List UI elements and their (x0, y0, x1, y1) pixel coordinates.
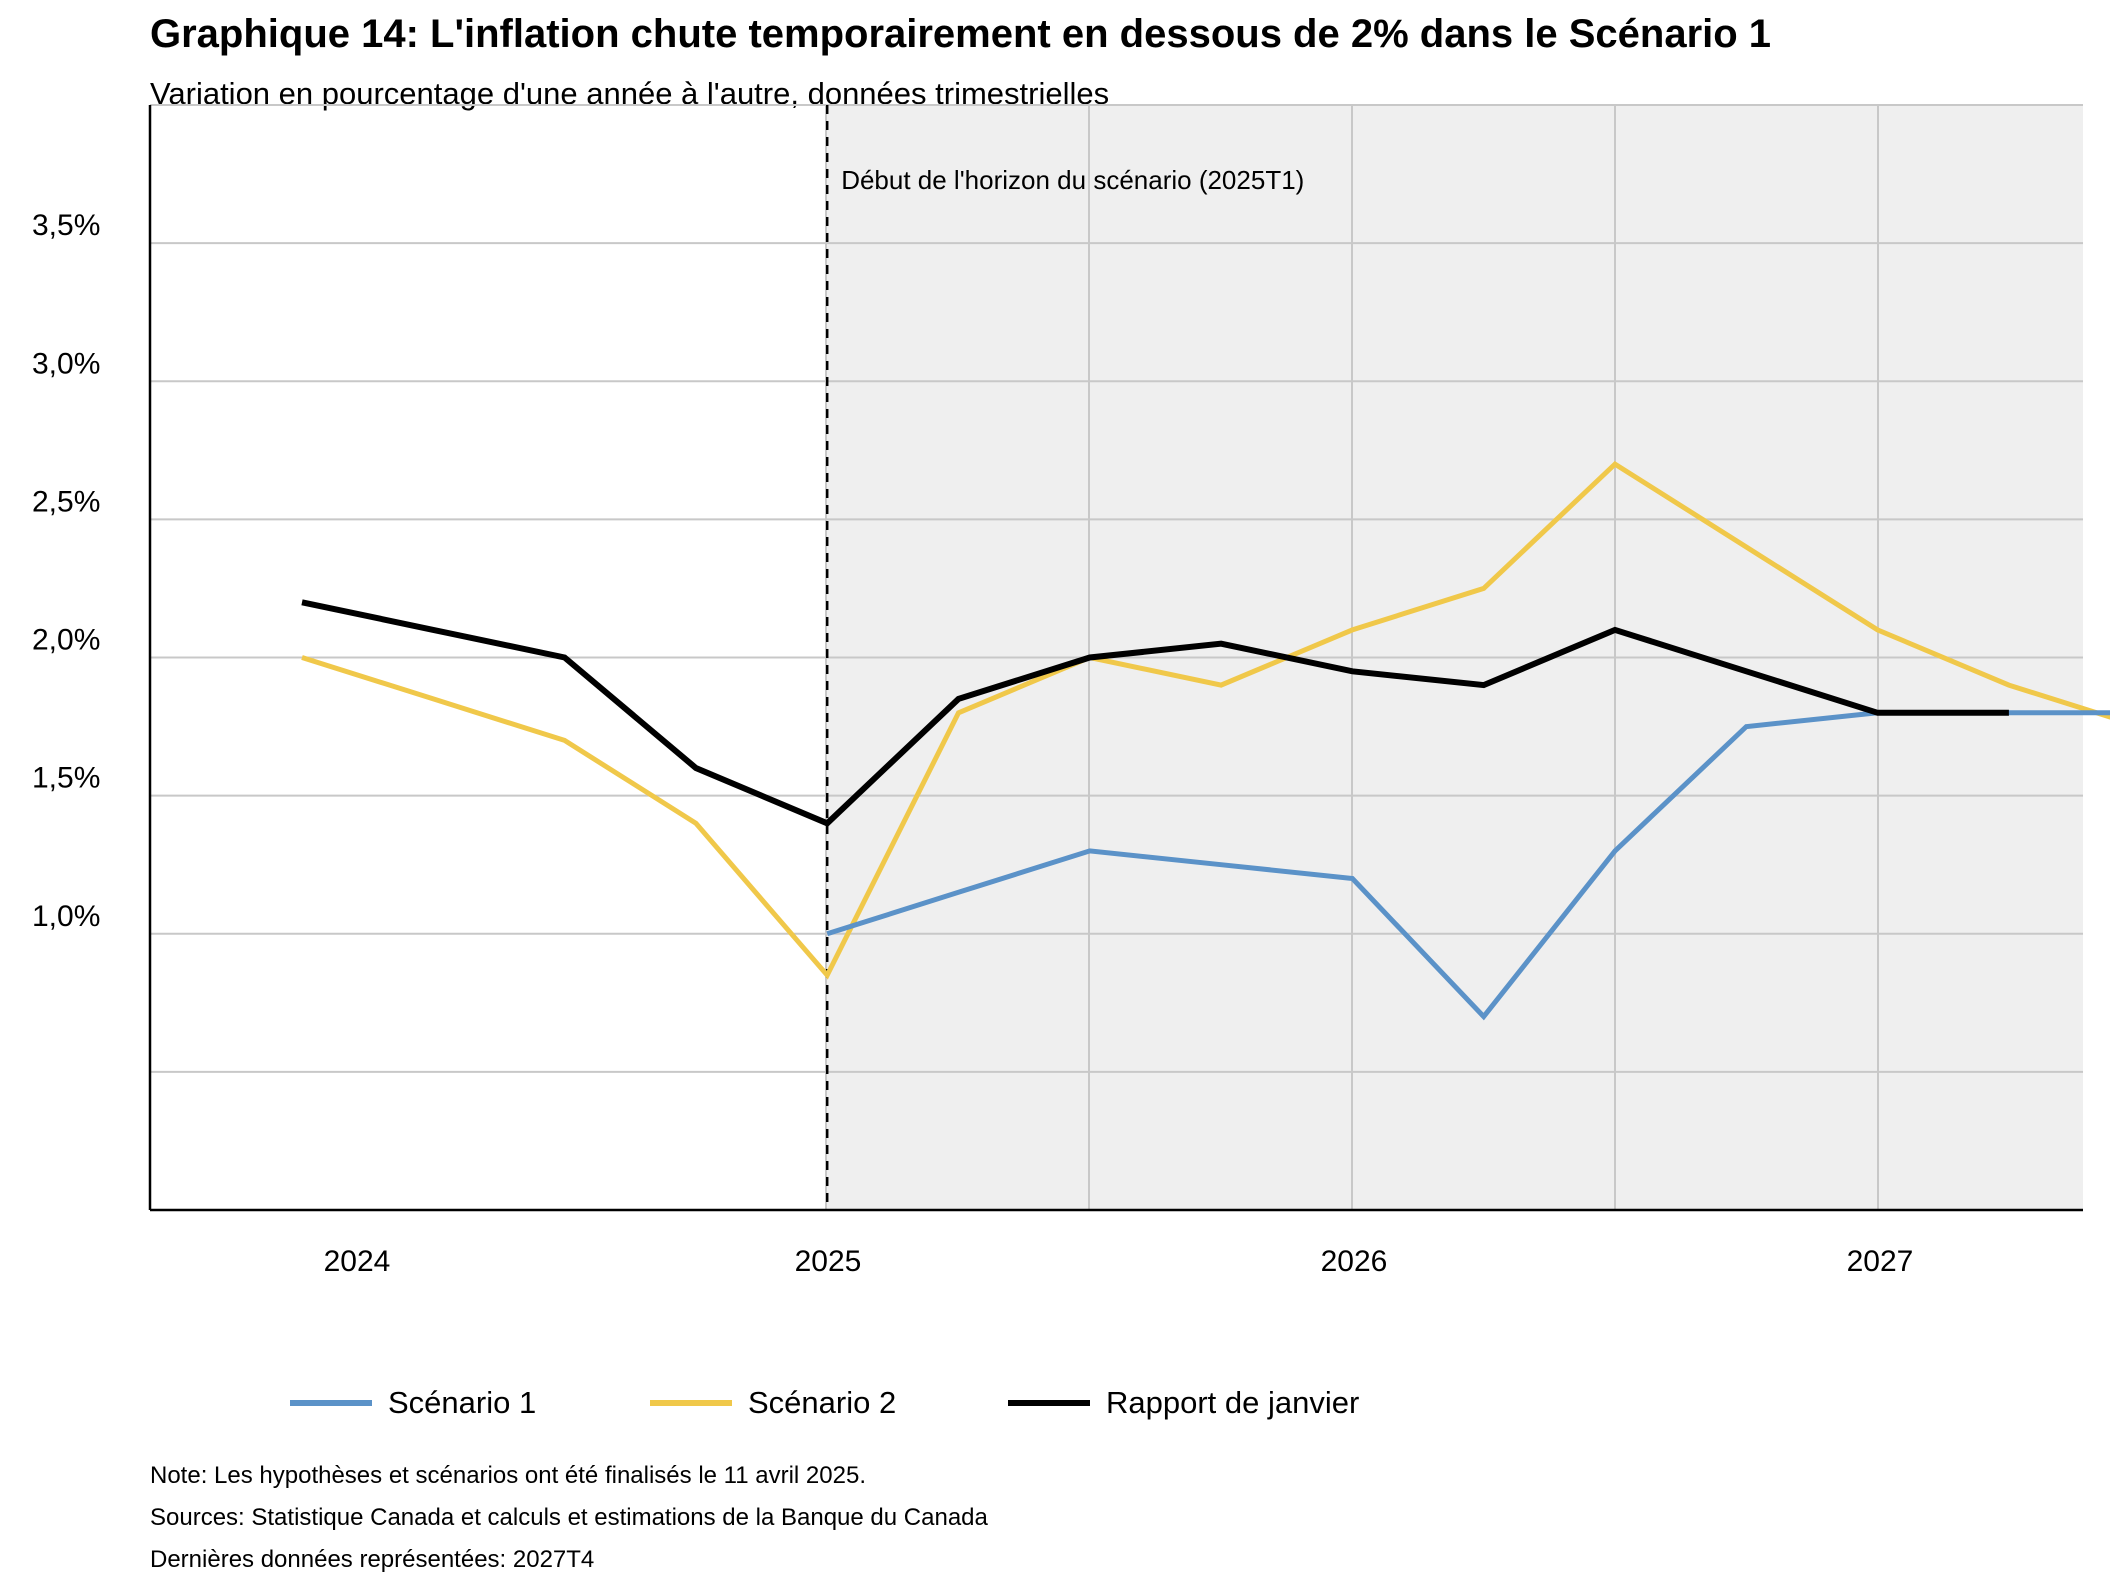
x-tick-label: 2027 (1847, 1245, 1914, 1278)
legend-item-scenario-2: Scénario 2 (650, 1378, 896, 1428)
footnote-last-data: Dernières données représentées: 2027T4 (150, 1546, 595, 1573)
y-tick-label: 2,5% (32, 485, 100, 518)
legend-swatch-scenario-1 (290, 1400, 372, 1406)
series-line-scenario-1 (826, 710, 2110, 1021)
x-tick-label: 2024 (324, 1245, 391, 1278)
legend-swatch-rapport-janvier (1008, 1400, 1090, 1406)
legend-label-rapport-janvier: Rapport de janvier (1106, 1385, 1360, 1420)
x-tick-label: 2026 (1321, 1245, 1388, 1278)
chart-legend: Scénario 1 Scénario 2 Rapport de janvier (0, 1378, 2110, 1428)
legend-item-scenario-1: Scénario 1 (290, 1378, 536, 1428)
legend-label-scenario-2: Scénario 2 (748, 1385, 897, 1420)
y-tick-label: 1,5% (32, 762, 100, 795)
legend-swatch-scenario-2 (650, 1400, 732, 1406)
footnote-note: Note: Les hypothèses et scénarios ont ét… (150, 1462, 866, 1489)
chart-title: Graphique 14: L'inflation chute temporai… (150, 12, 1772, 56)
legend-label-scenario-1: Scénario 1 (388, 1385, 537, 1420)
line-chart: 1,0% 1,5% 2,0% 2,5% 3,0% 3,5% 2024 2025 2026 2027… (32, 104, 2110, 1278)
x-tick-label: 2025 (795, 1245, 862, 1278)
y-tick-label: 3,0% (32, 347, 100, 380)
footnote-sources: Sources: Statistique Canada et calculs e… (150, 1504, 988, 1531)
scenario-start-annotation: Début de l'horizon du scénario (2025T1) (841, 165, 1304, 195)
series-line-rapport-janvier (301, 599, 2009, 827)
y-tick-label: 1,0% (32, 900, 100, 933)
y-tick-label: 3,5% (32, 209, 100, 242)
legend-item-rapport-janvier: Rapport de janvier (1008, 1378, 1359, 1428)
y-tick-label: 2,0% (32, 624, 100, 657)
